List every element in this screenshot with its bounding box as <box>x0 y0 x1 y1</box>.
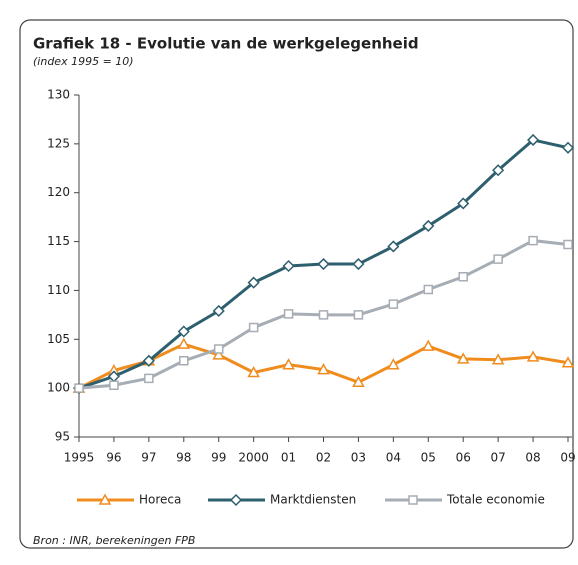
x-tick-label: 06 <box>456 451 471 465</box>
point <box>142 354 155 367</box>
point <box>318 310 329 320</box>
x-tick-label: 96 <box>106 451 121 465</box>
point <box>422 219 435 232</box>
x-tick-label: 09 <box>560 451 575 465</box>
legend-label: Horeca <box>139 493 181 507</box>
point <box>388 299 399 309</box>
x-tick-label: 04 <box>386 451 401 465</box>
legend-marker <box>408 495 418 505</box>
y-tick-label: 110 <box>47 283 70 297</box>
point <box>563 239 573 250</box>
y-tick-label: 105 <box>47 332 70 346</box>
legend-label: Marktdiensten <box>270 493 356 507</box>
point <box>387 358 400 370</box>
point <box>528 235 538 246</box>
point <box>387 240 400 253</box>
point <box>493 254 503 264</box>
x-tick-label: 03 <box>351 451 366 465</box>
point <box>317 257 330 271</box>
x-tick-label: 02 <box>316 451 331 465</box>
x-tick-label: 1995 <box>64 451 95 465</box>
y-tick-label: 130 <box>47 88 70 102</box>
y-tick-label: 100 <box>47 381 70 395</box>
legend-label: Totale economie <box>446 493 545 507</box>
y-tick-label: 115 <box>47 234 70 248</box>
point <box>423 284 434 295</box>
point <box>109 380 119 390</box>
chart-subtitle: (index 1995 = 10) <box>33 55 134 68</box>
point <box>561 356 575 368</box>
point <box>352 375 365 388</box>
point <box>213 344 224 354</box>
point <box>352 257 365 271</box>
point <box>527 133 540 147</box>
x-tick-label: 07 <box>491 451 506 465</box>
point <box>177 337 191 349</box>
legend-marker <box>98 493 112 505</box>
point <box>526 350 540 362</box>
point <box>317 363 330 375</box>
point <box>179 356 189 366</box>
point <box>492 164 505 177</box>
point <box>353 310 364 320</box>
point <box>177 325 190 338</box>
point <box>283 309 294 319</box>
x-tick-label: 08 <box>525 451 540 465</box>
point <box>144 373 154 384</box>
source: Bron : INR, berekeningen FPB <box>33 534 195 547</box>
x-tick-label: 99 <box>211 451 226 465</box>
x-tick-label: 98 <box>176 451 191 465</box>
point <box>248 322 259 333</box>
y-tick-label: 120 <box>47 185 70 199</box>
frame <box>19 19 574 549</box>
x-tick-label: 97 <box>141 451 156 465</box>
x-tick-label: 01 <box>281 451 296 465</box>
point <box>212 348 225 360</box>
y-tick-label: 125 <box>47 136 70 150</box>
point <box>422 339 435 351</box>
point <box>212 304 225 318</box>
x-tick-label: 2000 <box>238 451 269 465</box>
point <box>491 353 505 365</box>
chart-title: Grafiek 18 - Evolutie van de werkgelegen… <box>33 35 419 53</box>
point <box>247 365 260 378</box>
point <box>456 352 470 364</box>
y-tick-label: 95 <box>55 430 70 444</box>
legend-marker <box>229 493 243 507</box>
point <box>282 358 295 370</box>
point <box>74 383 84 393</box>
point <box>282 259 295 273</box>
point <box>457 197 470 210</box>
point <box>458 271 468 282</box>
x-tick-label: 05 <box>421 451 436 465</box>
point <box>561 141 575 154</box>
point <box>247 276 260 289</box>
